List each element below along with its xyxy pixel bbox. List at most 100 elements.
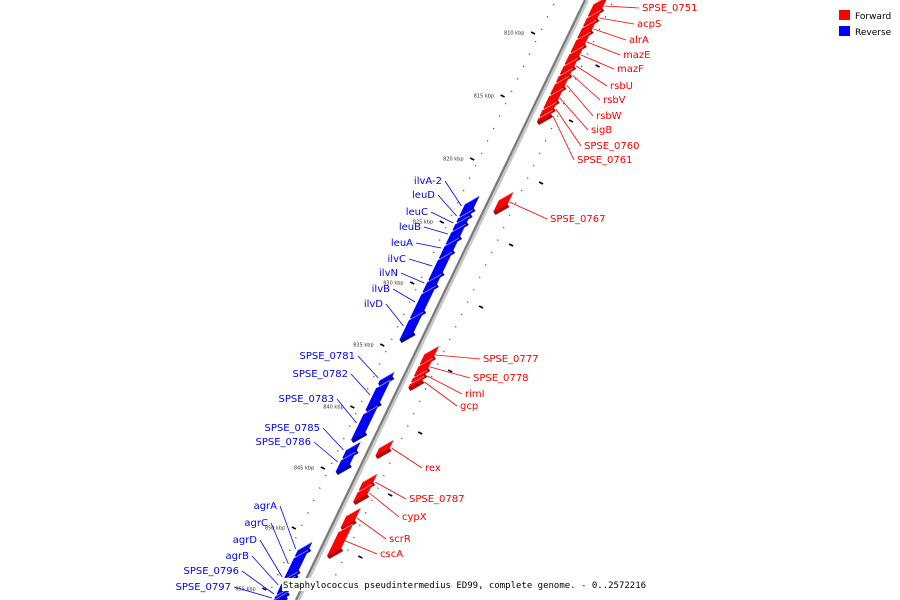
gene-leader-line [430, 366, 471, 379]
forward-gene-label[interactable]: SPSE_0778 [473, 373, 529, 384]
forward-gene-label[interactable]: SPSE_0787 [409, 494, 465, 505]
reverse-gene-label[interactable]: SPSE_0786 [256, 437, 312, 448]
forward-gene-label[interactable]: scrR [389, 534, 411, 545]
gene-leader-line [343, 539, 378, 555]
reverse-gene-label[interactable]: agrC [244, 518, 268, 529]
guide-dot [408, 301, 411, 303]
forward-gene-label[interactable]: rsbU [610, 81, 633, 92]
guide-dot [496, 239, 499, 241]
guide-dot [510, 90, 513, 93]
scale-tick-label: 840 kbp [323, 405, 343, 411]
forward-gene[interactable] [492, 191, 514, 215]
forward-gene[interactable] [536, 109, 554, 125]
reverse-gene-label[interactable]: ilvB [372, 284, 390, 295]
forward-gene-label[interactable]: rsbW [596, 111, 622, 122]
gene-leader-line [593, 28, 627, 41]
gene-leader-line [430, 211, 454, 224]
guide-dot [420, 276, 423, 279]
forward-gene[interactable] [407, 375, 425, 391]
forward-gene-label[interactable]: SPSE_0767 [550, 214, 606, 225]
forward-gene[interactable] [374, 439, 394, 459]
forward-gene-label[interactable]: gcp [460, 401, 478, 412]
reverse-gene[interactable] [350, 405, 379, 443]
forward-gene-label[interactable]: mazE [623, 50, 650, 61]
gene-leader-line [408, 258, 433, 267]
guide-dot [370, 499, 373, 502]
reverse-gene[interactable] [335, 451, 357, 475]
forward-gene-label[interactable]: rex [425, 463, 441, 474]
reverse-gene-label[interactable]: leuC [406, 207, 428, 218]
guide-dot [514, 202, 517, 204]
gene-leader-line [350, 373, 371, 396]
reverse-gene[interactable] [272, 591, 289, 600]
gene-leader-line [552, 115, 575, 161]
reverse-gene-label[interactable]: SPSE_0797 [176, 582, 232, 593]
forward-gene[interactable] [352, 483, 373, 505]
forward-gene[interactable] [326, 523, 354, 559]
guide-dot [418, 400, 421, 403]
forward-gene-label[interactable]: SPSE_0751 [642, 3, 698, 14]
scale-tick-mark [568, 119, 574, 123]
guide-dot [550, 127, 553, 130]
forward-gene-label[interactable]: sigB [591, 125, 612, 136]
forward-gene-label[interactable]: rsbV [603, 95, 626, 106]
forward-gene-label[interactable]: cypX [402, 512, 427, 523]
guide-dot [520, 189, 523, 192]
reverse-gene-label[interactable]: agrD [233, 535, 258, 546]
gene-leader-line [369, 492, 400, 518]
reverse-gene-label[interactable]: leuB [399, 222, 421, 233]
forward-gene-label[interactable]: SPSE_0760 [584, 141, 640, 152]
reverse-gene-label[interactable]: SPSE_0796 [184, 566, 240, 577]
guide-dot [414, 288, 417, 291]
reverse-gene-label[interactable]: SPSE_0782 [293, 369, 349, 380]
reverse-gene-label[interactable]: leuD [412, 190, 435, 201]
scale-tick-mark [538, 181, 544, 185]
forward-gene-label[interactable]: alrA [629, 35, 649, 46]
reverse-gene-label[interactable]: ilvA-2 [414, 176, 442, 187]
gene-leader-line [357, 355, 379, 379]
reverse-gene-label[interactable]: agrA [254, 501, 278, 512]
reverse-gene-label[interactable]: leuA [391, 238, 413, 249]
guide-dot [448, 338, 451, 341]
caption: Staphylococcus pseudintermedius ED99, co… [283, 581, 646, 591]
reverse-gene-label[interactable]: SPSE_0785 [265, 423, 321, 434]
guide-dot [360, 400, 363, 403]
guide-dot [342, 437, 345, 440]
scale-tick-mark [349, 405, 355, 409]
gene-leader-line [313, 441, 338, 463]
guide-dot [283, 561, 285, 564]
forward-gene-label[interactable]: SPSE_0761 [577, 155, 633, 166]
guide-dot [436, 363, 439, 365]
scale-tick-mark [530, 31, 536, 35]
guide-dot [400, 437, 403, 440]
forward-gene-label[interactable]: rimI [465, 389, 485, 400]
forward-gene-label[interactable]: cscA [380, 549, 403, 560]
forward-gene-label[interactable]: acpS [637, 19, 661, 30]
guide-dot [365, 512, 367, 514]
forward-gene-label[interactable]: mazF [617, 64, 644, 75]
backbone-layer [295, 0, 589, 600]
guide-dot [402, 313, 405, 316]
reverse-gene-label[interactable]: ilvD [364, 299, 383, 310]
reverse-gene-label[interactable]: SPSE_0783 [279, 394, 335, 405]
guide-dot [378, 363, 381, 365]
gene-leader-line [391, 447, 423, 469]
reverse-gene[interactable] [399, 311, 424, 343]
reverse-gene-label[interactable]: ilvN [379, 268, 398, 279]
guide-dot [390, 338, 393, 341]
guide-dot [460, 313, 463, 316]
forward-gene-label[interactable]: SPSE_0777 [483, 354, 539, 365]
reverse-gene-label[interactable]: SPSE_0781 [300, 351, 356, 362]
guide-dot [486, 140, 489, 142]
gene-leader-line [555, 108, 582, 147]
legend-forward-label: Forward [855, 12, 891, 22]
reverse-gene-label[interactable]: ilvC [388, 254, 406, 265]
gene-leader-line [415, 242, 442, 249]
reverse-gene[interactable] [365, 379, 391, 413]
guide-dot [359, 524, 361, 527]
reverse-gene-label[interactable]: agrB [226, 551, 250, 562]
guide-dot [324, 474, 327, 477]
guide-dot [424, 388, 427, 390]
guide-dot [289, 549, 291, 551]
